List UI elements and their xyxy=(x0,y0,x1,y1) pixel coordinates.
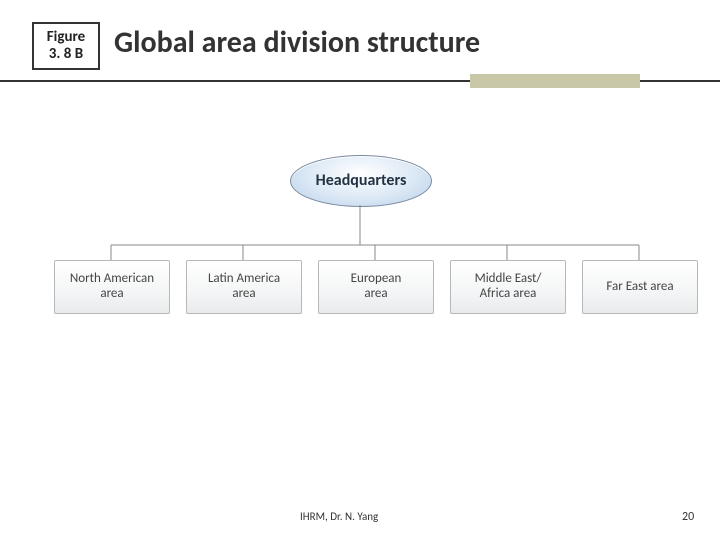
org-child-area: Middle East/Africa area xyxy=(450,260,566,314)
org-child-area: North Americanarea xyxy=(54,260,170,314)
footer-credit: IHRM, Dr. N. Yang xyxy=(300,510,378,523)
org-child-area: Far East area xyxy=(582,260,698,314)
org-child-area: Europeanarea xyxy=(318,260,434,314)
page-number: 20 xyxy=(682,510,694,524)
org-child-area: Latin Americaarea xyxy=(186,260,302,314)
